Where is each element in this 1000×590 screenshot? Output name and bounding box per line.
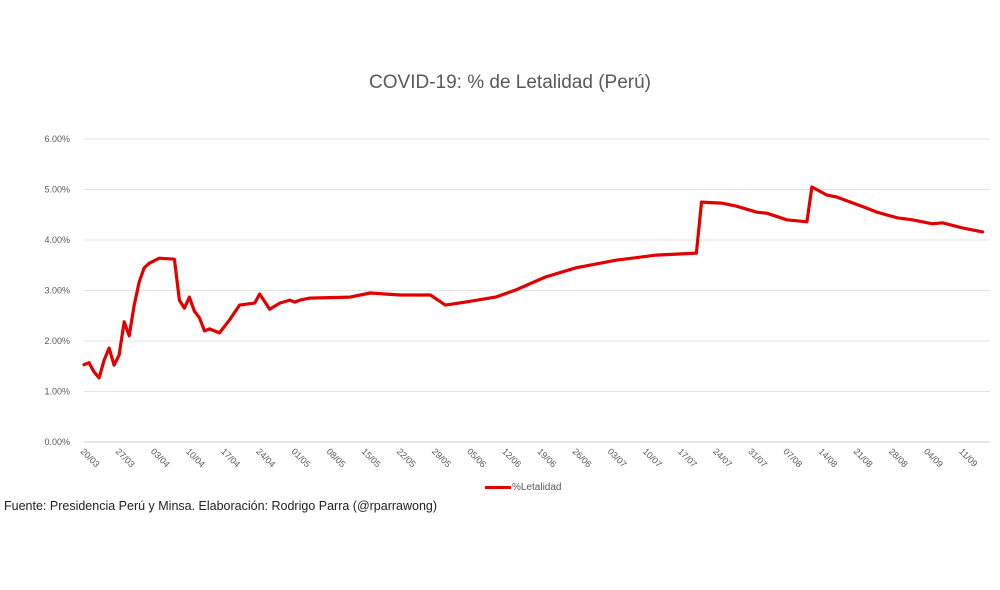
y-tick-label: 0.00% <box>44 437 70 447</box>
x-tick-label: 31/07 <box>746 446 769 469</box>
x-tick-label: 20/03 <box>79 446 102 469</box>
source-note: Fuente: Presidencia Perú y Minsa. Elabor… <box>4 499 438 513</box>
x-tick-label: 15/05 <box>360 446 383 469</box>
x-tick-label: 19/06 <box>535 446 558 469</box>
y-tick-label: 6.00% <box>44 134 70 144</box>
x-tick-label: 26/06 <box>571 446 594 469</box>
x-tick-label: 14/08 <box>817 446 840 469</box>
y-tick-label: 5.00% <box>44 185 70 195</box>
x-tick-label: 10/04 <box>184 446 207 469</box>
y-tick-label: 3.00% <box>44 286 70 296</box>
x-tick-label: 12/06 <box>500 446 523 469</box>
x-tick-label: 05/06 <box>465 446 488 469</box>
legend-label: %Letalidad <box>512 482 562 493</box>
x-tick-label: 03/04 <box>149 446 172 469</box>
x-tick-label: 08/05 <box>325 446 348 469</box>
chart-title: COVID-19: % de Letalidad (Perú) <box>369 72 651 93</box>
x-tick-label: 11/09 <box>957 446 980 469</box>
x-tick-label: 21/08 <box>852 446 875 469</box>
y-tick-label: 1.00% <box>44 387 70 397</box>
x-tick-label: 28/08 <box>887 446 910 469</box>
y-tick-label: 2.00% <box>44 336 70 346</box>
series-line-letalidad <box>82 185 985 380</box>
y-tick-label: 4.00% <box>44 235 70 245</box>
x-tick-label: 29/05 <box>430 446 453 469</box>
x-tick-label: 24/07 <box>711 446 734 469</box>
x-tick-label: 17/07 <box>676 446 699 469</box>
legend-swatch <box>485 486 511 489</box>
x-tick-label: 01/05 <box>289 446 312 469</box>
x-tick-label: 24/04 <box>254 446 277 469</box>
x-tick-label: 10/07 <box>641 446 664 469</box>
x-tick-label: 17/04 <box>219 446 242 469</box>
x-tick-label: 03/07 <box>606 446 629 469</box>
x-tick-label: 04/09 <box>922 446 945 469</box>
x-tick-label: 27/03 <box>114 446 137 469</box>
x-tick-label: 07/08 <box>781 446 804 469</box>
legend: %Letalidad <box>485 482 561 493</box>
x-tick-label: 22/05 <box>395 446 418 469</box>
